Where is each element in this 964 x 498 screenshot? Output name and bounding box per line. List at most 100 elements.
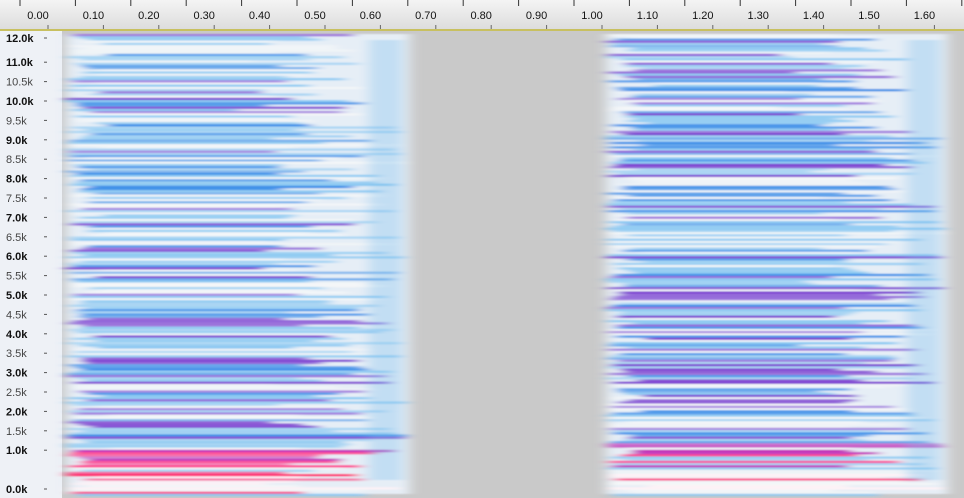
energy-band xyxy=(78,408,342,411)
frequency-axis xyxy=(0,31,62,498)
energy-band xyxy=(628,194,877,197)
energy-band xyxy=(616,86,857,90)
energy-band xyxy=(87,458,342,461)
energy-band xyxy=(99,91,261,94)
energy-band xyxy=(73,370,392,373)
energy-band xyxy=(78,315,322,318)
energy-band xyxy=(606,414,916,417)
frequency-label: 0.0k xyxy=(6,484,28,496)
energy-band xyxy=(75,104,266,107)
frequency-label: 1.0k xyxy=(6,445,28,457)
energy-band xyxy=(91,425,319,428)
energy-band xyxy=(616,315,836,318)
energy-band xyxy=(607,476,884,479)
frequency-label: 4.5k xyxy=(6,309,27,321)
energy-band xyxy=(72,320,361,323)
energy-band xyxy=(606,243,886,246)
energy-band xyxy=(621,311,856,314)
energy-band xyxy=(612,430,881,433)
energy-band xyxy=(607,205,936,208)
energy-band xyxy=(70,452,377,455)
energy-band xyxy=(67,56,344,59)
energy-band xyxy=(85,291,348,294)
ruler-label: 1.00 xyxy=(581,10,602,22)
energy-band xyxy=(80,58,309,61)
energy-band xyxy=(69,271,400,274)
energy-band xyxy=(610,342,898,345)
energy-band xyxy=(72,293,299,296)
energy-band xyxy=(613,273,929,277)
energy-band xyxy=(66,100,349,103)
energy-band xyxy=(619,183,871,186)
energy-band xyxy=(611,381,935,384)
energy-band xyxy=(606,443,943,446)
energy-band xyxy=(615,335,904,338)
energy-band xyxy=(606,227,945,230)
energy-band xyxy=(607,469,940,472)
energy-band xyxy=(608,221,941,224)
energy-band xyxy=(613,295,925,299)
ruler-label: 1.10 xyxy=(637,10,658,22)
energy-band xyxy=(626,421,864,424)
energy-band xyxy=(625,75,895,79)
energy-band xyxy=(606,135,892,138)
energy-band xyxy=(93,73,307,76)
energy-band xyxy=(609,474,924,477)
energy-band xyxy=(94,192,321,195)
energy-band xyxy=(76,331,381,334)
energy-band xyxy=(627,447,853,450)
energy-band xyxy=(631,434,871,437)
frequency-label: 4.0k xyxy=(6,329,28,341)
energy-band xyxy=(627,234,846,237)
energy-band xyxy=(608,372,926,376)
energy-band xyxy=(68,487,400,490)
energy-band xyxy=(609,155,937,158)
energy-band xyxy=(642,144,837,147)
energy-band xyxy=(70,183,397,186)
energy-band xyxy=(76,309,359,312)
energy-band xyxy=(82,463,290,466)
energy-band xyxy=(618,291,920,294)
energy-band xyxy=(622,249,868,252)
energy-band xyxy=(626,64,864,68)
energy-band xyxy=(83,135,351,138)
energy-band xyxy=(69,410,386,413)
energy-band xyxy=(618,73,859,76)
energy-band xyxy=(607,174,857,178)
energy-band xyxy=(608,344,800,347)
energy-band xyxy=(80,460,339,464)
energy-band xyxy=(607,150,876,153)
energy-band xyxy=(627,375,848,378)
energy-band xyxy=(606,137,942,140)
energy-band xyxy=(68,364,303,367)
energy-band xyxy=(79,216,289,219)
energy-band xyxy=(70,328,394,332)
ruler-label: 0.90 xyxy=(526,10,547,22)
energy-band xyxy=(106,53,307,57)
energy-band xyxy=(71,337,345,340)
energy-band xyxy=(74,181,376,184)
energy-band xyxy=(66,445,343,448)
time-ruler[interactable] xyxy=(0,0,964,30)
energy-band xyxy=(620,51,830,54)
energy-band xyxy=(66,89,264,92)
energy-band xyxy=(609,45,839,48)
ruler-label: 1.40 xyxy=(803,10,824,22)
energy-band xyxy=(617,267,849,270)
energy-band xyxy=(620,157,892,160)
energy-band xyxy=(66,443,351,446)
energy-band xyxy=(625,489,834,492)
energy-band xyxy=(85,441,344,444)
energy-band xyxy=(75,115,292,118)
energy-band xyxy=(88,185,354,189)
energy-band xyxy=(606,306,845,310)
energy-band xyxy=(635,271,869,274)
energy-band xyxy=(72,177,386,180)
energy-band xyxy=(606,232,947,235)
energy-band xyxy=(103,214,295,217)
energy-band xyxy=(66,152,403,156)
energy-band xyxy=(617,302,908,305)
frequency-label: 10.0k xyxy=(6,96,34,108)
energy-band xyxy=(625,392,835,395)
